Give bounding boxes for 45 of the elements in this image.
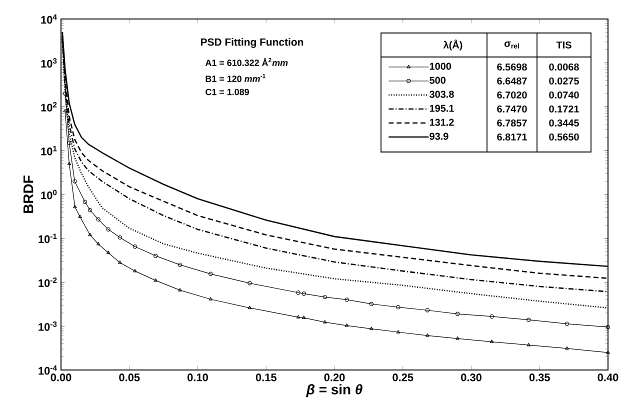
annotation: 6.8171 [497, 133, 527, 141]
annotation: 0.5650 [549, 133, 579, 141]
x-tick-label: 0.35 [529, 374, 550, 382]
x-tick-label: 0.15 [256, 374, 276, 382]
x-tick-label: 0.10 [188, 374, 208, 382]
legend-label: 131.2 [430, 118, 454, 126]
y-tick-label: 10$^{3}$ [41, 58, 57, 68]
y-tick-label: 10$^{0}$ [41, 190, 57, 200]
annotation: 0.3445 [549, 119, 579, 127]
annotation: TIS [556, 41, 572, 49]
legend-label: 500 [430, 76, 446, 84]
annotation: 6.6487 [497, 77, 527, 85]
y-tick-label: 10$^{-2}$ [38, 278, 57, 287]
annotation: 0.1721 [549, 105, 579, 113]
annotation: C1 = 1.089 [206, 88, 249, 96]
x-axis-title: β = sin θ [306, 384, 362, 398]
legend-label: 303.8 [430, 90, 454, 98]
y-tick-label: 10$^{-3}$ [38, 321, 57, 331]
annotation: 6.5698 [497, 63, 527, 71]
legend-label: 195.1 [430, 104, 454, 112]
y-tick-label: 10$^{4}$ [41, 14, 57, 24]
y-tick-label: 10$^{-4}$ [38, 365, 57, 375]
annotation: 0.0740 [549, 91, 579, 99]
x-tick-label: 0.40 [598, 374, 618, 382]
legend-label: 93.9 [430, 132, 448, 140]
x-tick-label: 0.20 [324, 374, 345, 382]
annotation: 6.7857 [497, 119, 527, 127]
x-tick-label: 0.30 [461, 374, 482, 382]
x-tick-label: 0.05 [119, 374, 140, 382]
y-tick-label: 10$^{1}$ [41, 146, 57, 156]
y-axis-title: BRDF [24, 176, 34, 213]
annotation: 0.0275 [549, 77, 579, 85]
annotation: PSD Fitting Function [200, 38, 304, 48]
annotation: B1 = 120 mm$^{-1}$ [206, 74, 266, 82]
annotation: 6.7020 [497, 91, 527, 99]
annotation: 6.7470 [497, 105, 527, 113]
x-tick-label: 0.25 [392, 374, 414, 382]
y-tick-label: 10$^{2}$ [41, 102, 57, 112]
legend-label: 1000 [430, 62, 452, 70]
x-tick-label: 0.00 [50, 374, 72, 382]
y-tick-label: 10$^{-1}$ [38, 234, 57, 244]
annotation: 0.0068 [549, 63, 579, 71]
annotation: σ$_{rel}$ [504, 42, 519, 48]
legend-title: λ(Å) [443, 40, 462, 50]
annotation: A1 = 610.322 Å$^{2}$mm [205, 58, 288, 66]
